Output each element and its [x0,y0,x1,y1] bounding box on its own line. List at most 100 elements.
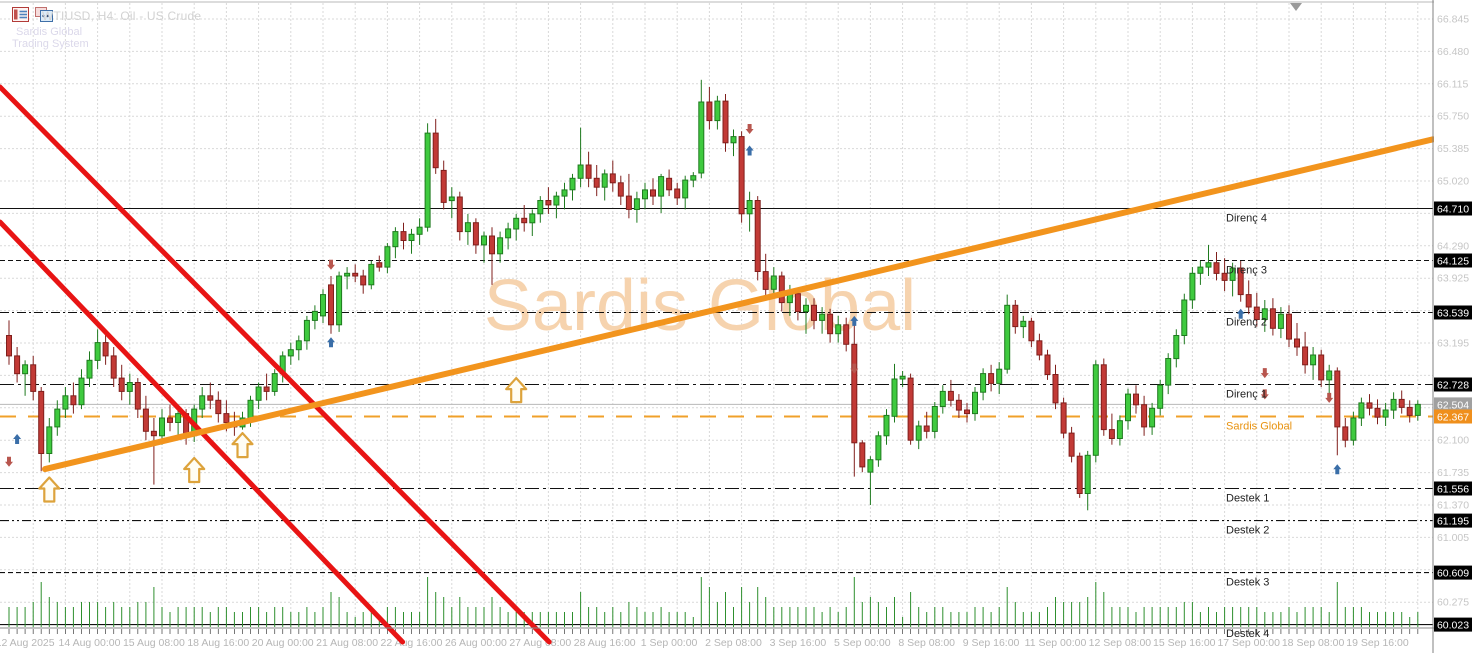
candle [1165,358,1172,386]
svg-text:66.480: 66.480 [1437,46,1469,58]
svg-text:Destek 2: Destek 2 [1226,525,1269,537]
candlestick-series[interactable] [6,79,1421,511]
svg-text:17 Sep 00:00: 17 Sep 00:00 [1217,637,1280,649]
candle [698,101,705,174]
candle [1197,266,1204,274]
candle [1108,429,1115,440]
candle [609,173,616,184]
candle [1076,455,1083,495]
candle [86,359,93,379]
candle [875,435,882,461]
chart-shift-marker-icon[interactable] [1290,3,1302,11]
orange-uptrend[interactable] [42,136,1436,473]
buy-signal-arrow-icon [183,456,206,484]
candle [497,237,504,255]
candle [988,373,995,384]
candle [1350,417,1357,441]
levels[interactable] [0,207,1433,626]
red-downtrend-1[interactable] [0,84,552,645]
candle [650,189,656,197]
candle [947,390,954,401]
candle [1173,335,1180,360]
svg-text:63.195: 63.195 [1437,338,1469,350]
candle [118,377,125,392]
brand-line-2: Trading System [12,38,89,50]
svg-text:65.020: 65.020 [1437,176,1469,188]
svg-text:19 Sep 16:00: 19 Sep 16:00 [1346,637,1409,649]
candle [1189,272,1196,301]
candle [336,275,343,326]
price-tag [1434,513,1472,528]
chart-list-icon[interactable] [12,7,29,27]
svg-text:61.005: 61.005 [1437,532,1469,544]
candle [70,395,77,406]
price-tag [1434,305,1472,320]
buy-signal-arrow-icon [231,432,254,459]
svg-text:60.609: 60.609 [1437,568,1469,580]
candle [38,390,45,454]
svg-text:60.023: 60.023 [1437,620,1469,632]
svg-text:Direnç 1: Direnç 1 [1226,388,1267,400]
candle [94,342,101,361]
svg-text:12 Aug 2025: 12 Aug 2025 [0,637,55,649]
candle [1326,370,1333,381]
time-axis[interactable]: 12 Aug 2025 14 Aug 00:00 15 Aug 08:00 18 Au… [0,629,1419,649]
candle [295,340,302,351]
svg-text:18 Sep 08:00: 18 Sep 08:00 [1282,637,1345,649]
candle [1366,402,1373,409]
candle [392,231,399,248]
svg-text:20 Aug 00:00: 20 Aug 00:00 [252,637,314,649]
candle [1028,320,1035,342]
candle [1390,398,1397,411]
candle [827,313,834,335]
price-axis[interactable]: 66.845 66.480 66.115 65.750 65.385 65.020 64.2… [1432,0,1472,653]
candle [54,408,61,428]
candle [1004,304,1011,370]
fractal-down-arrow-icon [1325,392,1334,403]
candle [1261,308,1268,320]
candle [923,425,930,432]
svg-text:61.195: 61.195 [1437,516,1469,528]
candle [1334,370,1341,428]
candle [1141,404,1148,428]
candle [569,177,576,191]
candle [207,395,214,401]
candle [489,235,495,255]
candle [416,226,423,235]
candle [150,430,157,437]
svg-text:15 Sep 16:00: 15 Sep 16:00 [1153,637,1216,649]
svg-text:Destek 1: Destek 1 [1226,493,1269,505]
candle [1149,407,1156,428]
svg-text:1 Sep 00:00: 1 Sep 00:00 [641,637,698,649]
svg-text:66.115: 66.115 [1437,78,1468,90]
candle [320,294,326,317]
candle [22,364,29,375]
candle [1269,308,1276,329]
candle [601,173,608,188]
candle [6,335,12,357]
candle [14,355,21,375]
candle [633,198,640,211]
fractal-up-arrow-icon [1236,308,1245,319]
svg-text:12 Sep 08:00: 12 Sep 08:00 [1089,637,1152,649]
svg-text:14 Aug 00:00: 14 Aug 00:00 [59,637,121,649]
candle [996,368,1003,384]
candle [1133,393,1139,406]
trendlines[interactable] [0,84,1436,645]
candle [1092,364,1099,456]
price-tag [1434,481,1472,496]
gridlines [0,3,1433,628]
candle [1414,403,1421,416]
svg-text:Direnç 4: Direnç 4 [1226,213,1267,225]
candle [859,442,866,468]
candle [481,235,487,246]
price-tag [1434,617,1472,632]
candle [577,164,584,179]
buy-signal-arrow-icon [505,377,528,404]
chart-windows-icon[interactable] [35,7,53,27]
svg-text:15 Aug 08:00: 15 Aug 08:00 [123,637,185,649]
svg-text:Destek 3: Destek 3 [1226,577,1269,589]
fractal-down-arrow-icon [327,259,335,270]
candle [448,196,455,202]
